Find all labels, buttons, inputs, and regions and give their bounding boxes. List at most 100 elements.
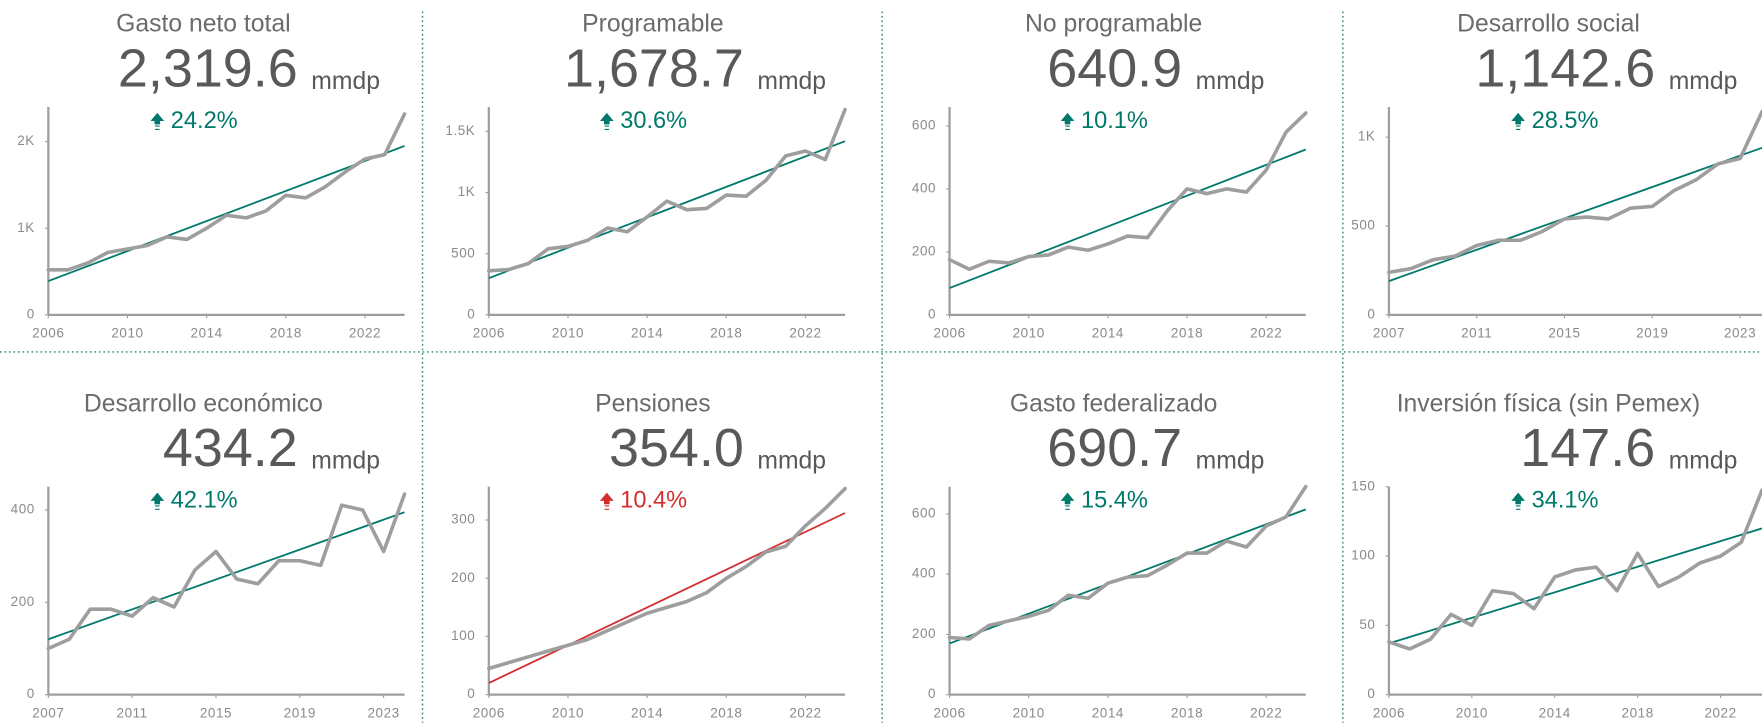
y-tick-label: 1K xyxy=(458,184,476,199)
change: 10.1% xyxy=(1081,107,1148,133)
series-line xyxy=(1387,110,1762,275)
x-tick-label: 2018 xyxy=(1171,326,1203,341)
change-arrow xyxy=(1060,112,1075,131)
change: 28.5% xyxy=(1532,107,1599,133)
y-tick-label: 200 xyxy=(11,594,35,609)
y-tick-label: 0 xyxy=(928,686,936,701)
change: 42.1% xyxy=(171,487,238,513)
x-tick-label: 2007 xyxy=(32,705,64,720)
y-tick-label: 0 xyxy=(467,686,475,701)
x-tick-label: 2006 xyxy=(473,326,505,341)
headline-value: 640.9 xyxy=(1047,38,1182,98)
chart-title: Gasto federalizado xyxy=(1010,390,1217,417)
series-line xyxy=(947,484,1308,641)
x-tick-label: 2006 xyxy=(473,705,505,720)
y-tick-label: 1K xyxy=(1358,129,1376,144)
headline-value: 690.7 xyxy=(1047,418,1182,478)
y-tick-label: 400 xyxy=(912,566,936,581)
x-tick-label: 2014 xyxy=(1539,705,1571,720)
chart-title: Gasto neto total xyxy=(116,10,291,37)
change-arrow xyxy=(1060,492,1075,510)
y-tick-label: 400 xyxy=(11,501,35,516)
change-arrow xyxy=(599,492,614,510)
series-line xyxy=(947,111,1308,272)
x-tick-label: 2010 xyxy=(552,326,584,341)
trend-line xyxy=(1388,527,1762,645)
trend-line xyxy=(48,511,405,641)
x-tick-label: 2006 xyxy=(933,326,965,341)
change: 34.1% xyxy=(1532,487,1599,513)
dividers xyxy=(0,11,1762,723)
chart-title: No programable xyxy=(1025,10,1202,37)
series-line xyxy=(1387,488,1762,651)
y-tick-label: 150 xyxy=(1351,478,1375,493)
y-tick-label: 600 xyxy=(912,117,936,132)
x-tick-label: 2006 xyxy=(933,705,965,720)
y-tick-label: 500 xyxy=(1351,218,1375,233)
change-arrow xyxy=(599,112,614,131)
x-tick-label: 2015 xyxy=(1548,326,1580,341)
y-tick-label: 100 xyxy=(1351,548,1375,563)
x-tick-label: 2011 xyxy=(117,705,148,720)
y-tick-label: 200 xyxy=(451,570,475,585)
x-tick-label: 2010 xyxy=(1456,705,1488,720)
chart-title: Pensiones xyxy=(595,390,710,417)
y-tick-label: 0 xyxy=(467,306,475,321)
x-tick-label: 2010 xyxy=(111,326,143,341)
x-tick-label: 2006 xyxy=(32,326,64,341)
y-tick-label: 200 xyxy=(912,626,936,641)
x-tick-label: 2022 xyxy=(789,705,821,720)
y-tick-label: 0 xyxy=(27,306,35,321)
headline-value: 1,678.7 xyxy=(564,38,744,98)
change-arrow xyxy=(1511,492,1525,510)
y-tick-label: 0 xyxy=(27,686,35,701)
x-tick-label: 2022 xyxy=(1250,326,1282,341)
x-tick-label: 2014 xyxy=(1092,326,1124,341)
y-tick-label: 600 xyxy=(912,505,936,520)
x-tick-label: 2007 xyxy=(1373,326,1405,341)
series-line xyxy=(46,112,407,272)
headline-value: 434.2 xyxy=(163,418,298,478)
change: 15.4% xyxy=(1081,487,1148,513)
y-tick-label: 400 xyxy=(912,180,936,195)
change-arrow xyxy=(150,112,165,131)
trend-line xyxy=(488,512,846,684)
unit: mmdp xyxy=(1196,68,1265,95)
unit: mmdp xyxy=(757,68,826,95)
y-tick-label: 1K xyxy=(17,220,35,235)
change-arrow xyxy=(150,492,165,510)
change: 24.2% xyxy=(171,107,238,133)
unit: mmdp xyxy=(757,448,826,475)
y-tick-label: 2K xyxy=(17,133,35,148)
change: 10.4% xyxy=(620,487,687,513)
chart-title: Desarrollo económico xyxy=(84,390,323,417)
x-tick-label: 2018 xyxy=(710,326,742,341)
y-tick-label: 100 xyxy=(451,628,475,643)
x-tick-label: 2011 xyxy=(1461,326,1492,341)
x-tick-label: 2018 xyxy=(270,326,302,341)
x-tick-label: 2018 xyxy=(710,705,742,720)
trend-line xyxy=(488,140,846,280)
y-tick-label: 0 xyxy=(1367,686,1375,701)
series-line xyxy=(46,492,407,651)
series-line xyxy=(487,107,847,273)
y-tick-label: 300 xyxy=(451,512,475,527)
y-tick-label: 200 xyxy=(912,243,936,258)
x-tick-label: 2014 xyxy=(631,705,663,720)
x-tick-label: 2018 xyxy=(1171,705,1203,720)
x-tick-label: 2022 xyxy=(349,326,381,341)
trend-line xyxy=(949,148,1307,289)
chart-title: Desarrollo social xyxy=(1457,10,1640,37)
x-tick-label: 2023 xyxy=(1724,326,1756,341)
unit: mmdp xyxy=(1669,448,1738,475)
x-tick-label: 2010 xyxy=(552,705,584,720)
x-tick-label: 2010 xyxy=(1013,705,1045,720)
x-tick-label: 2010 xyxy=(1013,326,1045,341)
y-tick-label: 0 xyxy=(928,306,936,321)
y-tick-label: 500 xyxy=(451,245,475,260)
headline-value: 354.0 xyxy=(609,418,744,478)
y-tick-label: 50 xyxy=(1359,617,1375,632)
x-tick-label: 2019 xyxy=(1636,326,1668,341)
y-tick-label: 0 xyxy=(1367,306,1375,321)
